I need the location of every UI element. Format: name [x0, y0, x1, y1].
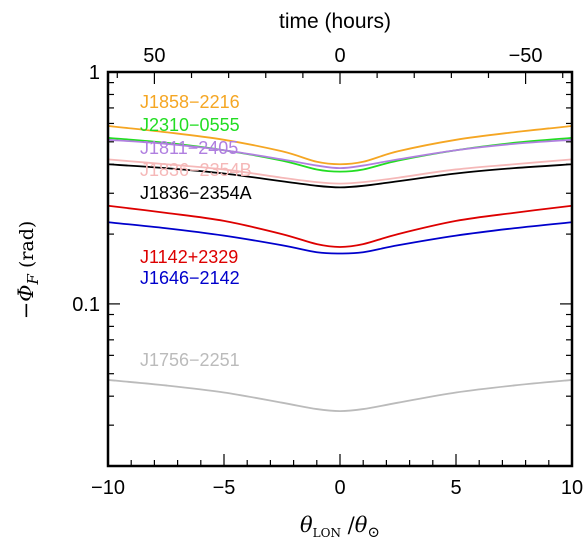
series-line — [107, 138, 573, 170]
series-line — [107, 158, 573, 185]
y-tick-label: 1 — [89, 62, 100, 84]
x-tick-label: 0 — [334, 477, 345, 499]
top-axis-title: time (hours) — [279, 10, 391, 33]
series-line — [107, 125, 573, 166]
plot-frame — [106, 70, 574, 468]
x-tick-label: −5 — [213, 477, 236, 499]
series-labels: J1858−2216J2310−0555J1811−2405J1836−2354… — [140, 92, 252, 370]
series-label: J1142+2329 — [140, 247, 238, 267]
x-tick-label: 10 — [561, 477, 583, 499]
x-axis-title: θLON /θ⊙ — [300, 513, 380, 541]
series-label: J2310−0555 — [140, 115, 240, 135]
x-top-tick-label: 50 — [143, 45, 165, 67]
series-line — [107, 204, 573, 248]
series-label: J1756−2251 — [140, 350, 240, 370]
series-lines — [107, 125, 573, 412]
y-tick-label: 0.1 — [72, 294, 100, 316]
series-label: J1858−2216 — [140, 92, 240, 112]
y-axis-title: −ΦF (rad) — [14, 221, 42, 320]
series-label: J1811−2405 — [140, 138, 238, 158]
series-label: J1836−2354A — [140, 183, 252, 203]
series-line — [107, 221, 573, 255]
series-label: J1646−2142 — [140, 268, 240, 288]
x-top-tick-label: −50 — [509, 45, 543, 67]
x-tick-label: −10 — [91, 477, 125, 499]
x-top-tick-label: 0 — [334, 45, 345, 67]
series-line — [107, 163, 573, 189]
series-label: J1836−2354B — [140, 160, 252, 180]
series-line — [107, 379, 573, 412]
x-tick-label: 5 — [450, 477, 461, 499]
